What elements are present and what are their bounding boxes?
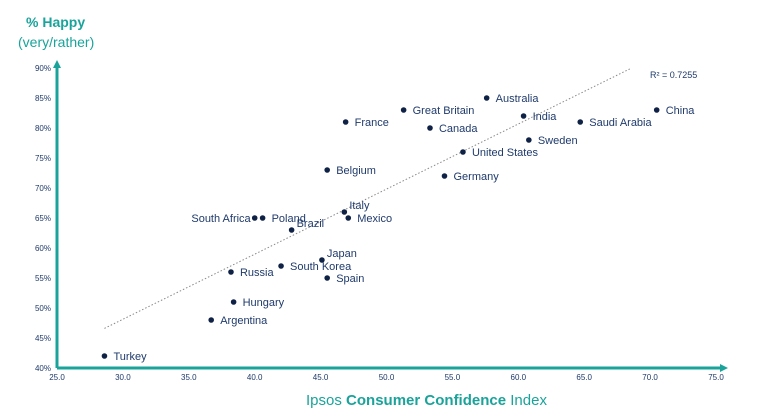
data-point	[483, 95, 490, 101]
x-title-pre: Ipsos	[306, 392, 347, 409]
point-label: France	[355, 117, 389, 129]
data-point	[251, 215, 258, 221]
x-axis-title: Ipsos Consumer Confidence Index	[0, 392, 757, 409]
point-label: Australia	[496, 93, 540, 105]
data-point	[278, 263, 284, 269]
point-label: South Korea	[290, 261, 352, 273]
point-label: Belgium	[336, 165, 376, 177]
data-point	[653, 107, 660, 113]
point-label: Brazil	[297, 218, 325, 230]
point-label: Germany	[453, 171, 499, 183]
y-tick-label: 90%	[35, 64, 51, 73]
data-point	[208, 317, 215, 323]
y-axis-title: % Happy	[26, 14, 86, 30]
data-point	[288, 227, 295, 233]
y-axis-arrow	[53, 60, 61, 68]
x-title-bold1: Consumer	[346, 392, 421, 409]
y-tick-label: 40%	[35, 364, 51, 373]
data-point	[577, 119, 584, 125]
x-tick-label: 30.0	[115, 373, 131, 382]
point-label: Japan	[327, 248, 357, 260]
y-tick-label: 50%	[35, 304, 51, 313]
x-axis-arrow	[720, 364, 728, 372]
point-label: Russia	[240, 267, 275, 279]
trend-line	[104, 67, 632, 329]
data-point	[345, 215, 352, 221]
data-point	[324, 167, 330, 173]
point-label: Spain	[336, 273, 364, 285]
data-point	[230, 299, 237, 305]
data-point	[324, 275, 330, 281]
x-tick-label: 65.0	[576, 373, 592, 382]
x-tick-label: 60.0	[511, 373, 527, 382]
x-title-post: Index	[506, 392, 547, 409]
y-tick-label: 60%	[35, 244, 51, 253]
data-point	[460, 149, 466, 155]
x-tick-label: 55.0	[445, 373, 461, 382]
point-label: Turkey	[113, 351, 147, 363]
point-label: Poland	[272, 213, 306, 225]
y-tick-label: 75%	[35, 154, 51, 163]
data-point	[427, 125, 433, 131]
y-tick-label: 80%	[35, 124, 51, 133]
point-label: Argentina	[220, 315, 268, 327]
data-point	[441, 173, 448, 179]
x-title-bold2: Confidence	[424, 392, 507, 409]
point-label: United States	[472, 147, 539, 159]
y-axis-subtitle: (very/rather)	[18, 34, 95, 50]
data-point	[520, 113, 527, 119]
point-label: Canada	[439, 123, 478, 135]
x-tick-label: 70.0	[642, 373, 658, 382]
point-label: Mexico	[357, 213, 392, 225]
y-tick-label: 85%	[35, 94, 51, 103]
point-label: Italy	[349, 200, 370, 212]
data-point	[319, 257, 325, 263]
y-tick-label: 45%	[35, 334, 51, 343]
x-tick-label: 75.0	[708, 373, 724, 382]
data-point	[526, 137, 532, 143]
x-tick-label: 45.0	[313, 373, 329, 382]
y-tick-label: 65%	[35, 214, 51, 223]
r-squared-label: R² = 0.7255	[650, 70, 697, 80]
point-label: China	[666, 105, 696, 117]
point-label: India	[533, 111, 558, 123]
data-point	[400, 107, 407, 113]
data-point	[342, 119, 349, 125]
x-tick-label: 50.0	[379, 373, 395, 382]
data-point	[101, 353, 108, 359]
data-point	[259, 215, 266, 221]
y-tick-label: 55%	[35, 274, 51, 283]
point-label: Great Britain	[413, 105, 475, 117]
point-label: Saudi Arabia	[589, 117, 652, 129]
data-point	[228, 269, 234, 275]
point-label: Hungary	[243, 297, 285, 309]
y-tick-label: 70%	[35, 184, 51, 193]
point-label: South Africa	[191, 213, 251, 225]
point-label: Sweden	[538, 135, 578, 147]
x-tick-label: 40.0	[247, 373, 263, 382]
data-point	[341, 209, 348, 215]
x-tick-label: 35.0	[181, 373, 197, 382]
x-tick-label: 25.0	[49, 373, 65, 382]
